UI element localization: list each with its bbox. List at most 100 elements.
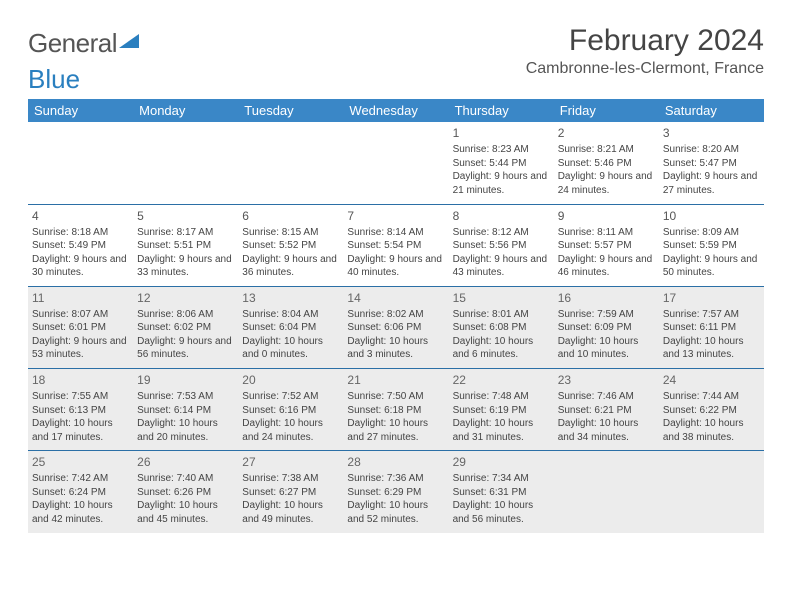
weekday-header: Wednesday: [343, 99, 448, 122]
calendar-day-cell: 13Sunrise: 8:04 AMSunset: 6:04 PMDayligh…: [238, 286, 343, 368]
sunrise-text: Sunrise: 7:46 AM: [558, 390, 655, 404]
weekday-header-row: Sunday Monday Tuesday Wednesday Thursday…: [28, 99, 764, 122]
calendar-day-cell: 4Sunrise: 8:18 AMSunset: 5:49 PMDaylight…: [28, 204, 133, 286]
daylight-text: Daylight: 10 hours and 17 minutes.: [32, 417, 129, 444]
sunset-text: Sunset: 6:16 PM: [242, 404, 339, 418]
calendar-day-cell: 23Sunrise: 7:46 AMSunset: 6:21 PMDayligh…: [554, 368, 659, 450]
sunset-text: Sunset: 5:47 PM: [663, 157, 760, 171]
day-number: 21: [347, 372, 444, 388]
calendar-day-cell: 27Sunrise: 7:38 AMSunset: 6:27 PMDayligh…: [238, 451, 343, 533]
calendar-day-cell: 8Sunrise: 8:12 AMSunset: 5:56 PMDaylight…: [449, 204, 554, 286]
daylight-text: Daylight: 9 hours and 46 minutes.: [558, 253, 655, 280]
sunrise-text: Sunrise: 7:53 AM: [137, 390, 234, 404]
daylight-text: Daylight: 10 hours and 24 minutes.: [242, 417, 339, 444]
sunset-text: Sunset: 6:31 PM: [453, 486, 550, 500]
calendar-week-row: 25Sunrise: 7:42 AMSunset: 6:24 PMDayligh…: [28, 451, 764, 533]
weekday-header: Friday: [554, 99, 659, 122]
daylight-text: Daylight: 10 hours and 10 minutes.: [558, 335, 655, 362]
sunrise-text: Sunrise: 8:23 AM: [453, 143, 550, 157]
day-number: 9: [558, 208, 655, 224]
daylight-text: Daylight: 10 hours and 49 minutes.: [242, 499, 339, 526]
daylight-text: Daylight: 9 hours and 56 minutes.: [137, 335, 234, 362]
calendar-day-cell: 5Sunrise: 8:17 AMSunset: 5:51 PMDaylight…: [133, 204, 238, 286]
sunset-text: Sunset: 6:09 PM: [558, 321, 655, 335]
sunset-text: Sunset: 5:56 PM: [453, 239, 550, 253]
sunset-text: Sunset: 6:26 PM: [137, 486, 234, 500]
weekday-header: Thursday: [449, 99, 554, 122]
calendar-week-row: 11Sunrise: 8:07 AMSunset: 6:01 PMDayligh…: [28, 286, 764, 368]
sunrise-text: Sunrise: 8:18 AM: [32, 226, 129, 240]
day-number: 26: [137, 454, 234, 470]
calendar-day-cell: 20Sunrise: 7:52 AMSunset: 6:16 PMDayligh…: [238, 368, 343, 450]
daylight-text: Daylight: 9 hours and 24 minutes.: [558, 170, 655, 197]
calendar-week-row: 4Sunrise: 8:18 AMSunset: 5:49 PMDaylight…: [28, 204, 764, 286]
calendar-day-cell: 2Sunrise: 8:21 AMSunset: 5:46 PMDaylight…: [554, 122, 659, 204]
daylight-text: Daylight: 10 hours and 27 minutes.: [347, 417, 444, 444]
daylight-text: Daylight: 9 hours and 40 minutes.: [347, 253, 444, 280]
sunset-text: Sunset: 5:51 PM: [137, 239, 234, 253]
daylight-text: Daylight: 10 hours and 6 minutes.: [453, 335, 550, 362]
logo-text-blue: Blue: [28, 64, 764, 95]
calendar-day-cell: 16Sunrise: 7:59 AMSunset: 6:09 PMDayligh…: [554, 286, 659, 368]
sunset-text: Sunset: 5:54 PM: [347, 239, 444, 253]
sunset-text: Sunset: 6:14 PM: [137, 404, 234, 418]
calendar-day-cell: 14Sunrise: 8:02 AMSunset: 6:06 PMDayligh…: [343, 286, 448, 368]
daylight-text: Daylight: 10 hours and 31 minutes.: [453, 417, 550, 444]
calendar-day-cell: 21 Sunrise: 7:50 AMSunset: 6:18 PMDayligh…: [343, 368, 448, 450]
daylight-text: Daylight: 10 hours and 3 minutes.: [347, 335, 444, 362]
sunrise-text: Sunrise: 7:44 AM: [663, 390, 760, 404]
day-number: 15: [453, 290, 550, 306]
weekday-header: Sunday: [28, 99, 133, 122]
calendar-day-cell: [28, 122, 133, 204]
day-number: 2: [558, 125, 655, 141]
sunrise-text: Sunrise: 7:38 AM: [242, 472, 339, 486]
sunrise-text: Sunrise: 8:17 AM: [137, 226, 234, 240]
sunrise-text: Sunrise: 7:50 AM: [347, 390, 444, 404]
day-number: 14: [347, 290, 444, 306]
logo-triangle-icon: [119, 24, 139, 55]
day-number: 1: [453, 125, 550, 141]
calendar-day-cell: 28Sunrise: 7:36 AMSunset: 6:29 PMDayligh…: [343, 451, 448, 533]
calendar-day-cell: 25Sunrise: 7:42 AMSunset: 6:24 PMDayligh…: [28, 451, 133, 533]
sunrise-text: Sunrise: 7:36 AM: [347, 472, 444, 486]
day-number: 16: [558, 290, 655, 306]
calendar-week-row: 1Sunrise: 8:23 AMSunset: 5:44 PMDaylight…: [28, 122, 764, 204]
sunrise-text: Sunrise: 8:06 AM: [137, 308, 234, 322]
calendar-day-cell: 22Sunrise: 7:48 AMSunset: 6:19 PMDayligh…: [449, 368, 554, 450]
calendar-week-row: 18Sunrise: 7:55 AMSunset: 6:13 PMDayligh…: [28, 368, 764, 450]
sunrise-text: Sunrise: 7:34 AM: [453, 472, 550, 486]
calendar-day-cell: 3Sunrise: 8:20 AMSunset: 5:47 PMDaylight…: [659, 122, 764, 204]
daylight-text: Daylight: 9 hours and 30 minutes.: [32, 253, 129, 280]
daylight-text: Daylight: 9 hours and 36 minutes.: [242, 253, 339, 280]
sunrise-text: Sunrise: 8:01 AM: [453, 308, 550, 322]
day-number: 13: [242, 290, 339, 306]
daylight-text: Daylight: 9 hours and 21 minutes.: [453, 170, 550, 197]
calendar-day-cell: 11Sunrise: 8:07 AMSunset: 6:01 PMDayligh…: [28, 286, 133, 368]
day-number: 3: [663, 125, 760, 141]
calendar-day-cell: [133, 122, 238, 204]
calendar-day-cell: 29Sunrise: 7:34 AMSunset: 6:31 PMDayligh…: [449, 451, 554, 533]
sunset-text: Sunset: 6:19 PM: [453, 404, 550, 418]
daylight-text: Daylight: 10 hours and 20 minutes.: [137, 417, 234, 444]
daylight-text: Daylight: 10 hours and 42 minutes.: [32, 499, 129, 526]
month-title: February 2024: [526, 24, 764, 58]
sunset-text: Sunset: 5:44 PM: [453, 157, 550, 171]
day-number: 12: [137, 290, 234, 306]
day-number: 11: [32, 290, 129, 306]
calendar-day-cell: 10Sunrise: 8:09 AMSunset: 5:59 PMDayligh…: [659, 204, 764, 286]
calendar-day-cell: 19Sunrise: 7:53 AMSunset: 6:14 PMDayligh…: [133, 368, 238, 450]
calendar-day-cell: [343, 122, 448, 204]
sunrise-text: Sunrise: 7:40 AM: [137, 472, 234, 486]
calendar-day-cell: 7Sunrise: 8:14 AMSunset: 5:54 PMDaylight…: [343, 204, 448, 286]
sunrise-text: Sunrise: 7:57 AM: [663, 308, 760, 322]
daylight-text: Daylight: 10 hours and 52 minutes.: [347, 499, 444, 526]
sunrise-text: Sunrise: 8:12 AM: [453, 226, 550, 240]
sunset-text: Sunset: 5:52 PM: [242, 239, 339, 253]
calendar-day-cell: 17Sunrise: 7:57 AMSunset: 6:11 PMDayligh…: [659, 286, 764, 368]
weekday-header: Saturday: [659, 99, 764, 122]
calendar-day-cell: 26Sunrise: 7:40 AMSunset: 6:26 PMDayligh…: [133, 451, 238, 533]
daylight-text: Daylight: 10 hours and 56 minutes.: [453, 499, 550, 526]
sunset-text: Sunset: 6:18 PM: [347, 404, 444, 418]
sunrise-text: Sunrise: 8:11 AM: [558, 226, 655, 240]
daylight-text: Daylight: 10 hours and 0 minutes.: [242, 335, 339, 362]
